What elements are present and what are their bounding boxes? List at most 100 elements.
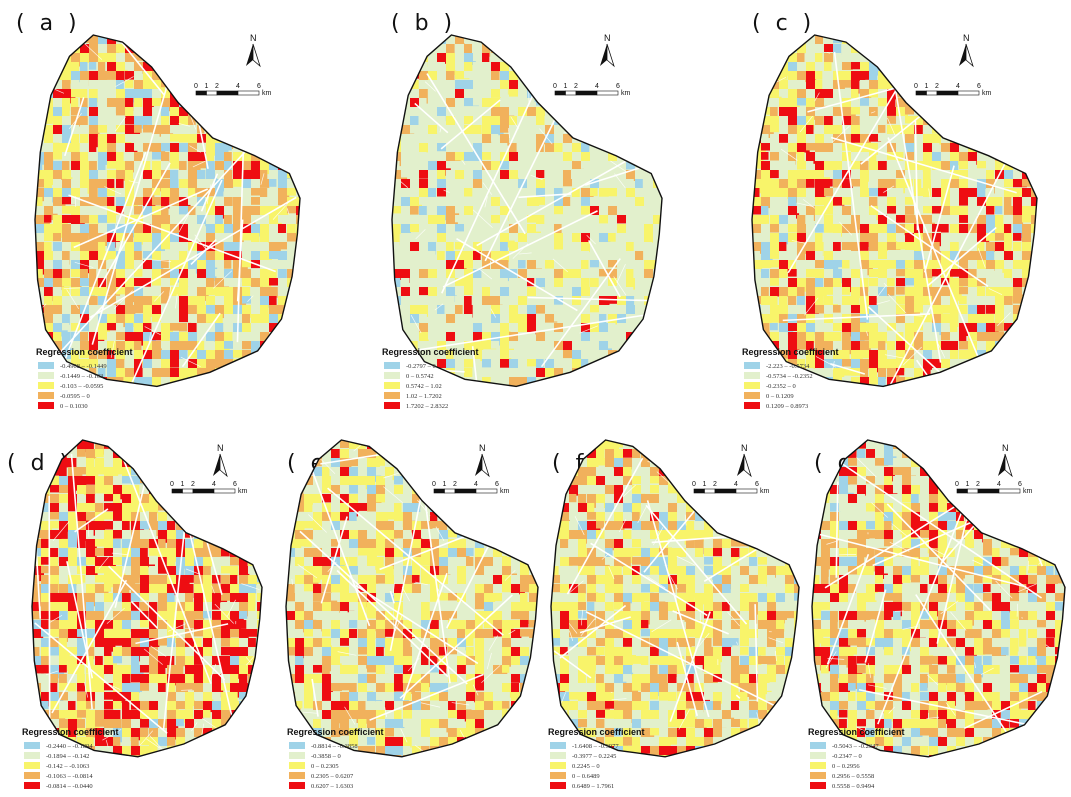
scale-unit: km <box>500 488 510 495</box>
legend-swatch <box>810 762 826 769</box>
scale-tick-label: 0 <box>170 481 174 488</box>
scale-tick-label: 6 <box>755 481 759 488</box>
legend-swatch <box>384 372 400 379</box>
legend-entry: 0.2245 – 0 <box>572 763 600 770</box>
panel-label: ( c ) <box>752 11 815 36</box>
legend-entry: 0 – 0.1030 <box>60 403 88 410</box>
north-arrow-icon: N <box>998 443 1013 478</box>
scale-tick-label: 6 <box>257 83 261 90</box>
legend: Regression coefficient -0.2797 – 0 0 – 0.5… <box>382 347 479 410</box>
scale-tick-label: 2 <box>713 481 717 488</box>
scale-bar: 0 1 2 4 6km <box>553 83 631 97</box>
choropleth-cells <box>286 440 538 757</box>
north-label: N <box>963 33 970 43</box>
scale-tick-label: 0 <box>432 481 436 488</box>
scale-tick-label: 2 <box>191 481 195 488</box>
scale-tick-label: 4 <box>997 481 1001 488</box>
legend-entry: 0 – 0.5742 <box>406 373 434 380</box>
legend-title: Regression coefficient <box>548 727 645 737</box>
legend-title: Regression coefficient <box>742 347 839 357</box>
legend-swatch <box>38 382 54 389</box>
scale-tick-label: 1 <box>443 481 447 488</box>
choropleth-cells <box>392 35 662 387</box>
legend-entry: -0.5043 – -0.2347 <box>832 743 879 750</box>
legend-swatch <box>38 392 54 399</box>
legend-entry: 0.2305 – 0.6207 <box>311 773 354 780</box>
scale-bar: 0 1 2 4 6km <box>955 481 1033 495</box>
legend-entry: 0.5742 – 1.02 <box>406 383 442 390</box>
legend-entry: -0.1449 – -0.103 <box>60 373 103 380</box>
scale-tick-label: 4 <box>474 481 478 488</box>
legend-swatch <box>810 782 826 789</box>
map-panel-c: ( c ) N 0 1 2 4 6km Regression coefficient -2.22… <box>742 11 1038 410</box>
map-panel-a: ( a ) N 0 1 2 4 6km Regression coefficient -0.49… <box>16 11 301 410</box>
legend-swatch <box>38 372 54 379</box>
panel-label: ( a ) <box>16 11 81 36</box>
scale-unit: km <box>1023 488 1033 495</box>
legend: Regression coefficient -0.5043 – -0.2347 -… <box>808 727 905 790</box>
north-arrow-icon: N <box>959 33 974 68</box>
north-arrow-icon: N <box>246 33 261 68</box>
city-boundary <box>285 439 539 758</box>
scale-tick-label: 2 <box>215 83 219 90</box>
legend-swatch <box>24 742 40 749</box>
scale-bar: 0 1 2 4 6km <box>194 83 272 97</box>
city-boundary <box>34 34 301 388</box>
scale-tick-label: 1 <box>564 83 568 90</box>
legend-entry: -0.3858 – 0 <box>311 753 341 760</box>
north-arrow-icon: N <box>475 443 490 478</box>
north-label: N <box>604 33 611 43</box>
legend-entry: -2.223 – -0.5734 <box>766 363 810 370</box>
legend-swatch <box>810 772 826 779</box>
legend-swatch <box>384 392 400 399</box>
scale-tick-label: 2 <box>453 481 457 488</box>
legend-swatch <box>550 782 566 789</box>
legend-swatch <box>24 762 40 769</box>
legend-swatch <box>550 742 566 749</box>
legend-swatch <box>289 762 305 769</box>
legend-entry: 1.02 – 1.7202 <box>406 393 442 400</box>
legend-swatch <box>550 772 566 779</box>
scale-tick-label: 1 <box>925 83 929 90</box>
city-boundary <box>391 34 663 388</box>
legend-entry: -0.5734 – -0.2352 <box>766 373 813 380</box>
legend: Regression coefficient -0.8814 – -0.3858 -… <box>287 727 384 790</box>
north-arrow-icon: N <box>213 443 228 478</box>
choropleth-cells <box>32 440 262 757</box>
legend-entry: -0.4908 – -0.1449 <box>60 363 107 370</box>
legend-entry: 0.1209 – 0.8973 <box>766 403 808 410</box>
legend-entry: -0.2440 – -0.1894 <box>46 743 93 750</box>
scale-tick-label: 2 <box>574 83 578 90</box>
legend-swatch <box>744 362 760 369</box>
legend-entry: 0 – 0.2956 <box>832 763 860 770</box>
legend-swatch <box>24 782 40 789</box>
choropleth-cells <box>551 440 799 757</box>
legend-entry: 0.2956 – 0.5558 <box>832 773 874 780</box>
legend-entry: 0.5558 – 0.9494 <box>832 783 875 790</box>
legend-title: Regression coefficient <box>808 727 905 737</box>
scale-tick-label: 0 <box>692 481 696 488</box>
scale-tick-label: 1 <box>205 83 209 90</box>
legend-swatch <box>289 772 305 779</box>
legend: Regression coefficient -0.4908 – -0.1449 -… <box>36 347 133 410</box>
north-label: N <box>250 33 257 43</box>
scale-tick-label: 0 <box>955 481 959 488</box>
legend-swatch <box>744 382 760 389</box>
scale-bar: 0 1 2 4 6km <box>914 83 992 97</box>
legend-swatch <box>289 752 305 759</box>
scale-tick-label: 6 <box>1018 481 1022 488</box>
scale-bar: 0 1 2 4 6km <box>432 481 510 495</box>
scale-tick-label: 2 <box>976 481 980 488</box>
scale-tick-label: 4 <box>956 83 960 90</box>
legend-swatch <box>810 752 826 759</box>
scale-bar: 0 1 2 4 6km <box>170 481 248 495</box>
legend-entry: -1.6408 – -0.3977 <box>572 743 619 750</box>
legend-swatch <box>289 742 305 749</box>
scale-unit: km <box>760 488 770 495</box>
city-boundary <box>751 34 1038 388</box>
legend-swatch <box>550 752 566 759</box>
